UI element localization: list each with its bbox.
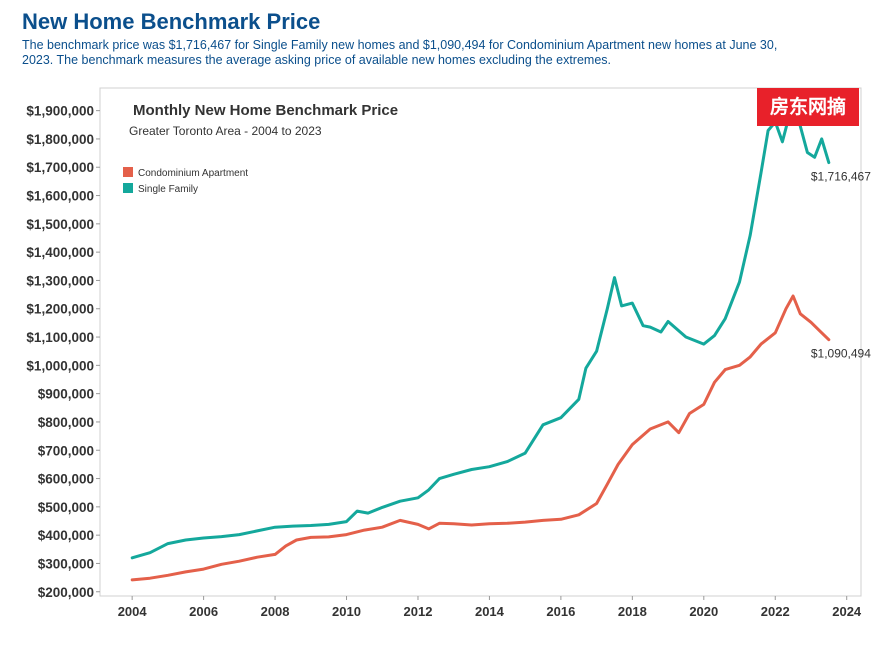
series-line (130, 294, 831, 582)
y-tick-label: $600,000 (38, 472, 94, 487)
y-tick-label: $1,300,000 (26, 273, 94, 288)
y-tick-label: $200,000 (38, 585, 94, 600)
y-tick-label: $1,200,000 (26, 302, 94, 317)
legend-label: Condominium Apartment (138, 168, 248, 179)
x-tick-label: 2022 (761, 604, 790, 619)
chart-subtitle: Greater Toronto Area - 2004 to 2023 (129, 124, 322, 138)
x-tick-label: 2024 (832, 604, 862, 619)
chart-title: Monthly New Home Benchmark Price (133, 102, 399, 119)
x-tick-label: 2004 (118, 604, 148, 619)
x-tick-label: 2018 (618, 604, 647, 619)
y-tick-label: $1,100,000 (26, 330, 94, 345)
x-tick-label: 2006 (189, 604, 218, 619)
legend-swatch (123, 183, 133, 193)
plot-frame (99, 87, 862, 597)
series-line (130, 99, 831, 560)
x-tick-label: 2016 (546, 604, 575, 619)
y-tick-label: $300,000 (38, 556, 94, 571)
y-tick-label: $500,000 (38, 500, 94, 515)
y-tick-label: $900,000 (38, 387, 94, 402)
end-value-label: $1,090,494 (811, 347, 871, 361)
x-tick-label: 2014 (475, 604, 505, 619)
y-tick-label: $1,600,000 (26, 189, 94, 204)
page-title: New Home Benchmark Price (22, 9, 321, 34)
legend-label: Single Family (138, 184, 198, 195)
page-description: The benchmark price was $1,716,467 for S… (22, 38, 778, 67)
x-tick-label: 2010 (332, 604, 361, 619)
y-tick-label: $700,000 (38, 443, 94, 458)
y-tick-label: $1,000,000 (26, 358, 94, 373)
y-tick-label: $1,500,000 (26, 217, 94, 232)
y-tick-label: $800,000 (38, 415, 94, 430)
y-tick-label: $1,700,000 (26, 160, 94, 175)
end-value-label: $1,716,467 (811, 170, 871, 184)
y-tick-label: $400,000 (38, 528, 94, 543)
watermark-logo: 房东网摘 (757, 88, 859, 126)
y-tick-label: $1,800,000 (26, 132, 94, 147)
x-tick-label: 2020 (689, 604, 718, 619)
x-tick-label: 2008 (261, 604, 290, 619)
legend-swatch (123, 167, 133, 177)
y-tick-label: $1,400,000 (26, 245, 94, 260)
y-tick-label: $1,900,000 (26, 104, 94, 119)
x-tick-label: 2012 (404, 604, 433, 619)
